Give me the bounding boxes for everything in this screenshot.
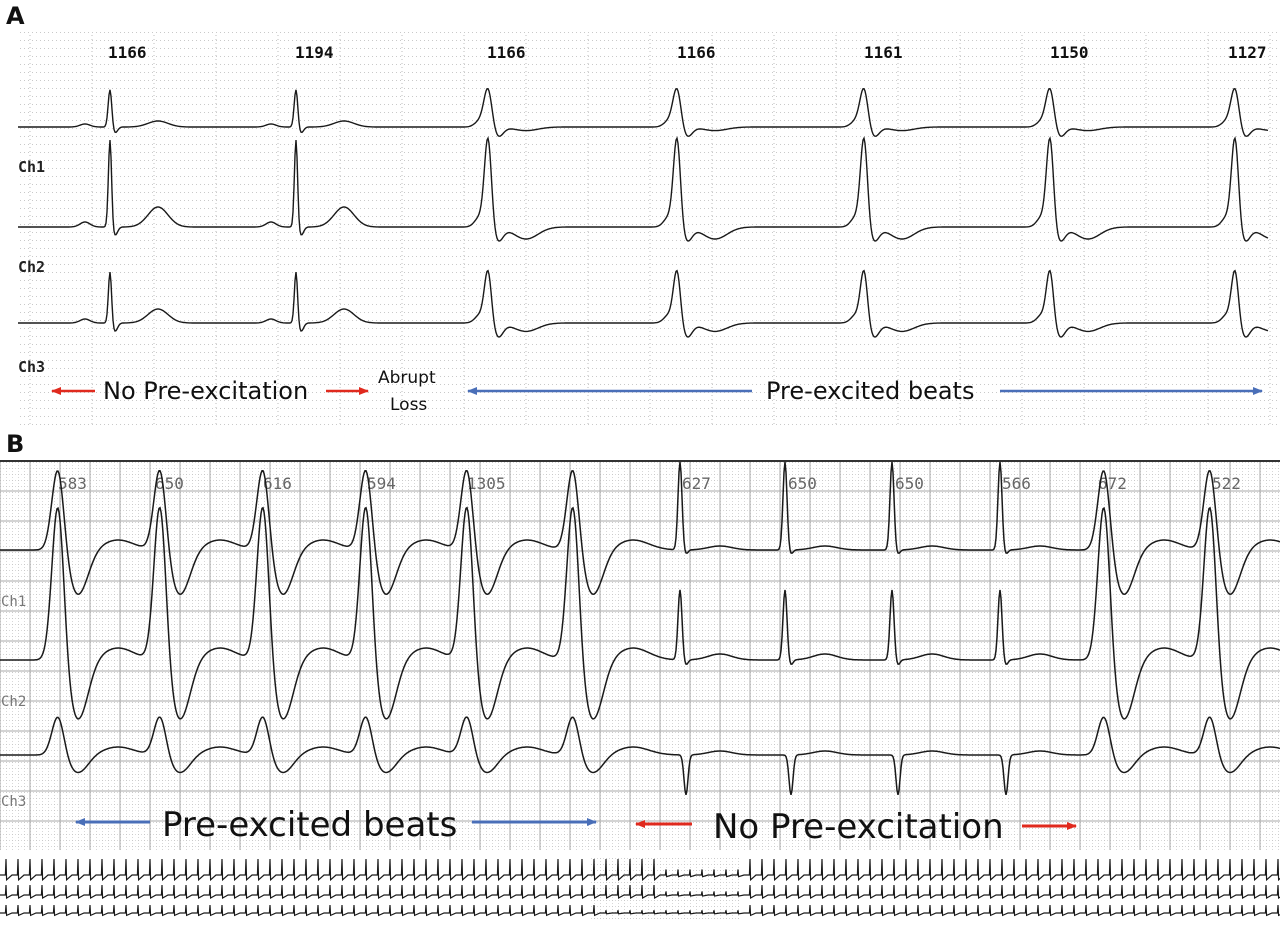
rr-interval: 1305 xyxy=(467,474,506,493)
ecg-trace-a-ch1 xyxy=(18,87,1269,137)
overview-strip-trace-3 xyxy=(0,904,1280,917)
panel-b: B 583 650 616 594 1305 627 650 650 566 6… xyxy=(0,430,1280,930)
rr-interval: 583 xyxy=(58,474,87,493)
rr-interval: 1150 xyxy=(1050,43,1089,62)
panel-a-rr-intervals: 1166 1194 1166 1166 1161 1150 1127 xyxy=(108,43,1267,62)
ecg-trace-b-ch1 xyxy=(0,461,1280,595)
preexcited-label-a: Pre-excited beats xyxy=(766,377,974,405)
no-preexcitation-label-a: No Pre-excitation xyxy=(103,377,308,405)
panel-a-label: A xyxy=(6,2,25,30)
rr-interval: 1166 xyxy=(487,43,526,62)
panel-a-grid-columns xyxy=(29,35,1271,425)
panel-b-rr-intervals: 583 650 616 594 1305 627 650 650 566 672… xyxy=(58,474,1241,493)
channel-label-ch3: Ch3 xyxy=(18,358,45,376)
overview-strip-trace-2 xyxy=(0,884,1280,899)
overview-strip-trace-1 xyxy=(0,858,1280,882)
rr-interval: 1194 xyxy=(295,43,334,62)
channel-label-ch3: Ch3 xyxy=(1,794,26,810)
rr-interval: 1161 xyxy=(864,43,903,62)
panel-b-grid xyxy=(0,461,1280,850)
ecg-trace-b-ch3 xyxy=(0,716,1280,796)
rr-interval: 627 xyxy=(682,474,711,493)
rr-interval: 1127 xyxy=(1228,43,1267,62)
panel-a: A 1166 1194 1166 1166 1161 1150 1127 Ch1… xyxy=(6,2,1278,425)
rr-interval: 672 xyxy=(1098,474,1127,493)
rr-interval: 594 xyxy=(367,474,396,493)
panel-b-label: B xyxy=(6,430,24,458)
channel-label-ch1: Ch1 xyxy=(18,158,45,176)
preexcited-label-b: Pre-excited beats xyxy=(162,805,457,845)
rr-interval: 1166 xyxy=(677,43,716,62)
rr-interval: 1166 xyxy=(108,43,147,62)
ecg-trace-a-ch2 xyxy=(18,136,1269,242)
rr-interval: 650 xyxy=(895,474,924,493)
rr-interval: 616 xyxy=(263,474,292,493)
rr-interval: 650 xyxy=(788,474,817,493)
overview-strip-grid xyxy=(590,856,740,920)
rr-interval: 650 xyxy=(155,474,184,493)
no-preexcitation-label-b: No Pre-excitation xyxy=(713,807,1004,847)
channel-label-ch2: Ch2 xyxy=(18,258,45,276)
loss-label: Loss xyxy=(390,395,427,415)
rr-interval: 566 xyxy=(1002,474,1031,493)
ecg-trace-b-ch2 xyxy=(0,506,1280,720)
channel-label-ch2: Ch2 xyxy=(1,694,26,710)
ecg-trace-a-ch3 xyxy=(18,269,1269,338)
rr-interval: 522 xyxy=(1212,474,1241,493)
channel-label-ch1: Ch1 xyxy=(1,594,26,610)
abrupt-label: Abrupt xyxy=(378,368,436,388)
